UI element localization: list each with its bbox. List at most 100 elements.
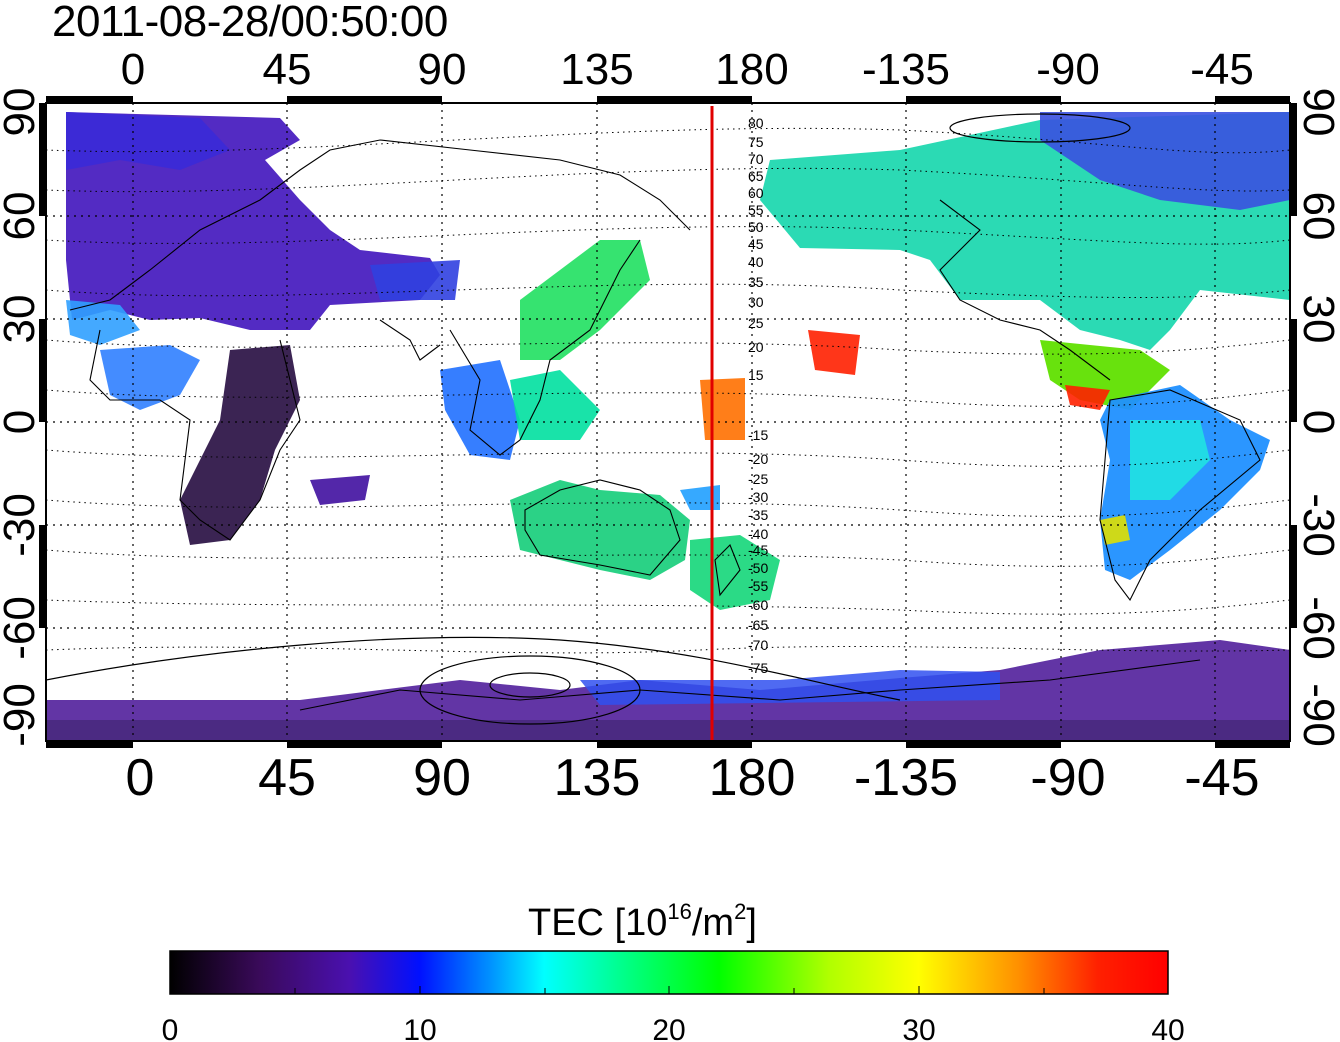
geomagnetic-labels: 80 75 70 65 60 55 50 45 40 35 30 25 20 1…: [748, 115, 768, 676]
bottom-lon-tick: 45: [258, 749, 316, 807]
top-lon-tick: 90: [418, 45, 467, 94]
east-africa-tec: [180, 345, 300, 545]
right-lat-tick: 30: [1294, 295, 1340, 344]
right-lat-tick: -60: [1294, 596, 1340, 660]
panama-hotspot-tec: [1065, 385, 1110, 410]
colorbar-tick-label: 20: [652, 1014, 685, 1042]
polar-cap-tec: [46, 720, 1290, 741]
geomag-label: -75: [748, 660, 768, 676]
geomag-label: -25: [748, 471, 768, 487]
right-lat-tick: 90: [1294, 88, 1340, 137]
geomag-label: 75: [748, 134, 764, 150]
coral-sea-tec: [680, 485, 720, 510]
timestamp-title: 2011-08-28/00:50:00: [52, 0, 448, 46]
geomag-label: -15: [748, 427, 768, 443]
bottom-lon-tick: 180: [709, 749, 796, 807]
geomag-label: 25: [748, 315, 764, 331]
colorbar-title-exponent2: 2: [734, 899, 747, 924]
geomag-label: 50: [748, 219, 764, 235]
pacific-hotspot-tec: [700, 378, 745, 440]
top-lon-tick: -45: [1190, 45, 1254, 94]
bottom-lon-tick: -90: [1030, 749, 1105, 807]
geomag-label: -70: [748, 637, 768, 653]
geomag-label: -50: [748, 560, 768, 576]
geomag-label: 45: [748, 236, 764, 252]
left-lat-tick: 0: [0, 410, 44, 434]
colorbar-tick-label: 40: [1151, 1014, 1184, 1042]
geomag-label: 65: [748, 168, 764, 184]
frame-scale-bars: [39, 96, 1297, 748]
left-lat-tick: 30: [0, 295, 44, 344]
sumatra-tec: [440, 360, 520, 460]
geomag-label: -20: [748, 451, 768, 467]
left-lat-tick: -90: [0, 683, 44, 747]
left-lat-tick: 90: [0, 88, 44, 137]
australia-tec: [510, 480, 690, 580]
colorbar-title-suffix: ]: [746, 902, 757, 944]
philippines-tec: [510, 370, 600, 440]
left-lat-tick: 60: [0, 192, 44, 241]
colorbar-ticks: [294, 986, 1045, 994]
ross-sea-tec: [580, 670, 1000, 705]
geomag-label: 55: [748, 202, 764, 218]
arctic-europe-tec: [66, 112, 230, 170]
greenland-canada-tec: [1040, 112, 1290, 210]
colorbar-title: TEC [1016/m2]: [528, 892, 757, 943]
east-asia-tec: [520, 240, 650, 360]
hawaii-region-tec: [808, 330, 860, 375]
right-lat-tick: 60: [1294, 192, 1340, 241]
right-lat-tick: 0: [1294, 410, 1340, 434]
andes-tec: [1100, 515, 1130, 545]
geomag-label: 35: [748, 274, 764, 290]
west-africa-tec: [100, 345, 200, 410]
top-lon-tick: -135: [862, 45, 950, 94]
right-latitude-labels: 90 60 30 0 -30 -60 -90: [1294, 88, 1340, 747]
geomag-label: -65: [748, 617, 768, 633]
bottom-lon-tick: 90: [413, 749, 471, 807]
top-lon-tick: -90: [1036, 45, 1100, 94]
geomag-label: -30: [748, 489, 768, 505]
graticule: [46, 103, 1290, 741]
bottom-lon-tick: 0: [126, 749, 155, 807]
madagascar-tec: [310, 475, 370, 505]
geomag-label: -40: [748, 526, 768, 542]
bottom-lon-tick: -45: [1184, 749, 1259, 807]
tec-data-layer: [46, 103, 1290, 741]
colorbar-tick-label: 0: [162, 1014, 179, 1042]
iberia-tec: [66, 300, 140, 345]
amazon-tec: [1130, 420, 1210, 500]
geomag-label: 15: [748, 367, 764, 383]
geomag-label: 60: [748, 185, 764, 201]
central-asia-tec: [370, 260, 460, 300]
geomag-label: -45: [748, 542, 768, 558]
colorbar-tick-label: 30: [902, 1014, 935, 1042]
colorbar-title-prefix: TEC [10: [528, 902, 668, 944]
right-lat-tick: -90: [1294, 683, 1340, 747]
geomag-label: 30: [748, 294, 764, 310]
colorbar-tick-label: 10: [403, 1014, 436, 1042]
top-lon-tick: 180: [715, 45, 788, 94]
geomag-label: 40: [748, 254, 764, 270]
left-lat-tick: -60: [0, 596, 44, 660]
magnetic-pole-contours: [46, 113, 1131, 725]
coastlines: [69, 139, 1261, 711]
geomag-label: -55: [748, 578, 768, 594]
left-lat-tick: -30: [0, 493, 44, 557]
top-longitude-labels: 0 45 90 135 180 -135 -90 -45: [121, 45, 1254, 94]
top-lon-tick: 45: [263, 45, 312, 94]
geomag-label: 20: [748, 339, 764, 355]
bottom-longitude-labels: 0 45 90 135 180 -135 -90 -45: [126, 749, 1260, 807]
geomag-label: 80: [748, 115, 764, 131]
colorbar-tick-labels: 0 10 20 30 40: [162, 1014, 1185, 1042]
bottom-lon-tick: -135: [854, 749, 958, 807]
bottom-lon-tick: 135: [554, 749, 641, 807]
top-lon-tick: 0: [121, 45, 145, 94]
left-latitude-labels: 90 60 30 0 -30 -60 -90: [0, 88, 44, 747]
geomag-label: -60: [748, 597, 768, 613]
geomag-label: -35: [748, 507, 768, 523]
top-lon-tick: 135: [560, 45, 633, 94]
geomag-label: 70: [748, 151, 764, 167]
colorbar-title-unit: /m: [691, 902, 735, 944]
